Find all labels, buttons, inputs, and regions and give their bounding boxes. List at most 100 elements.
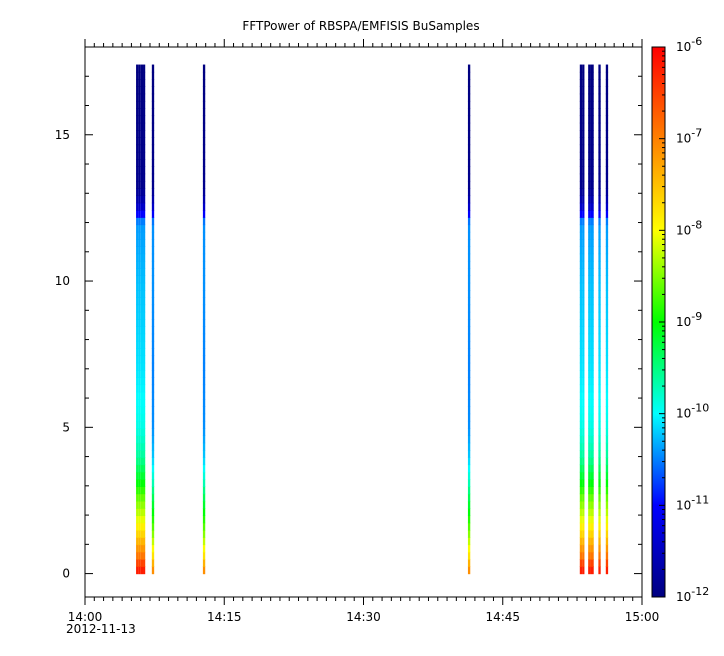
spectrogram-cell xyxy=(202,464,206,473)
spectrogram-cell xyxy=(579,188,583,197)
spectrogram-cell xyxy=(151,108,155,117)
spectrogram-cell xyxy=(151,559,155,567)
spectrogram-cell xyxy=(588,544,591,553)
x-axis: 14:00 14:15 14:30 14:45 15:00 xyxy=(68,39,659,624)
spectrogram-cell xyxy=(582,289,585,298)
spectrogram-cell xyxy=(579,428,583,437)
spectrogram-cell xyxy=(582,479,585,487)
spectrogram-cell xyxy=(605,86,609,95)
spectrogram-cell xyxy=(143,500,146,509)
spectrogram-cell xyxy=(143,289,146,298)
spectrogram-cell xyxy=(579,399,583,407)
spectrogram-cell xyxy=(151,537,155,546)
spectrogram-cell xyxy=(605,326,609,335)
spectrogram-cell xyxy=(136,479,139,487)
spectrogram-cell xyxy=(598,180,601,189)
spectrogram-cell xyxy=(140,326,144,335)
spectrogram-cell xyxy=(605,544,609,553)
spectrogram-cell xyxy=(590,71,594,80)
spectrogram-cell xyxy=(151,231,155,240)
spectrogram-cell xyxy=(590,282,594,291)
spectrogram-cell xyxy=(138,355,141,364)
spectrogram-cell xyxy=(140,551,144,560)
spectrogram-cell xyxy=(140,159,144,167)
spectrogram-cell xyxy=(151,457,155,466)
spectrogram-cell xyxy=(202,355,206,364)
spectrogram-cell xyxy=(202,500,206,509)
spectrogram-cell xyxy=(138,333,141,342)
spectrogram-cell xyxy=(138,217,141,226)
spectrogram-cell xyxy=(467,268,471,277)
spectrogram-cell xyxy=(598,260,601,269)
spectrogram-cell xyxy=(143,537,146,546)
spectrogram-cell xyxy=(590,464,594,473)
spectrogram-cell xyxy=(138,529,141,538)
spectrogram-cell xyxy=(467,559,471,567)
spectrogram-cell xyxy=(136,340,139,349)
spectrogram-cell xyxy=(138,551,141,560)
spectrogram-cell xyxy=(140,195,144,204)
spectrogram-cell xyxy=(138,500,141,509)
spectrogram-cell xyxy=(582,108,585,117)
spectrogram-cell xyxy=(467,224,471,233)
spectrogram-cell xyxy=(140,515,144,524)
spectrogram-cell xyxy=(151,471,155,480)
spectrogram-cell xyxy=(140,108,144,117)
spectrogram-cell xyxy=(598,362,601,371)
spectrogram-cell xyxy=(598,500,601,509)
spectrogram-cell xyxy=(590,173,594,182)
spectrogram-cell xyxy=(140,420,144,429)
spectrogram-cell xyxy=(138,268,141,277)
burst-layer xyxy=(136,64,609,575)
spectrogram-cell xyxy=(138,209,141,218)
spectrogram-cell xyxy=(588,369,591,378)
spectrogram-cell xyxy=(143,566,146,575)
spectrogram-cell xyxy=(202,384,206,393)
spectrogram-cell xyxy=(140,384,144,393)
spectrogram-cell xyxy=(598,420,601,429)
spectrogram-cell xyxy=(588,479,591,487)
spectrogram-cell xyxy=(582,71,585,80)
spectrogram-cell xyxy=(598,486,601,495)
spectrogram-cell xyxy=(582,253,585,262)
spectrogram-cell xyxy=(138,399,141,407)
spectrogram-cell xyxy=(138,377,141,386)
spectrogram-cell xyxy=(590,86,594,95)
spectrogram-cell xyxy=(467,537,471,546)
spectrogram-cell xyxy=(598,275,601,284)
spectrogram-cell xyxy=(467,471,471,480)
spectrogram-cell xyxy=(151,486,155,495)
spectrogram-cell xyxy=(605,173,609,182)
spectrogram-cell xyxy=(582,471,585,480)
burst-column xyxy=(582,64,585,575)
spectrogram-cell xyxy=(143,529,146,538)
spectrogram-cell xyxy=(151,420,155,429)
spectrogram-cell xyxy=(202,566,206,575)
spectrogram-cell xyxy=(202,275,206,284)
spectrogram-cell xyxy=(136,108,139,117)
spectrogram-cell xyxy=(202,202,206,211)
spectrogram-cell xyxy=(579,508,583,517)
spectrogram-cell xyxy=(598,173,601,182)
spectrogram-cell xyxy=(151,355,155,364)
spectrogram-cell xyxy=(582,217,585,226)
spectrogram-cell xyxy=(467,79,471,87)
spectrogram-cell xyxy=(202,369,206,378)
spectrogram-cell xyxy=(582,231,585,240)
spectrogram-cell xyxy=(140,428,144,437)
spectrogram-cell xyxy=(588,289,591,298)
spectrogram-cell xyxy=(579,413,583,422)
y-tick-label: 15 xyxy=(55,128,70,142)
spectrogram-cell xyxy=(588,100,591,109)
spectrogram-cell xyxy=(582,122,585,131)
spectrogram-cell xyxy=(582,362,585,371)
spectrogram-cell xyxy=(579,442,583,451)
spectrogram-cell xyxy=(605,559,609,567)
spectrogram-cell xyxy=(151,239,155,247)
spectrogram-cell xyxy=(202,428,206,437)
spectrogram-cell xyxy=(202,362,206,371)
spectrogram-cell xyxy=(605,348,609,357)
spectrogram-cell xyxy=(202,137,206,146)
spectrogram-cell xyxy=(140,282,144,291)
spectrogram-cell xyxy=(588,311,591,320)
